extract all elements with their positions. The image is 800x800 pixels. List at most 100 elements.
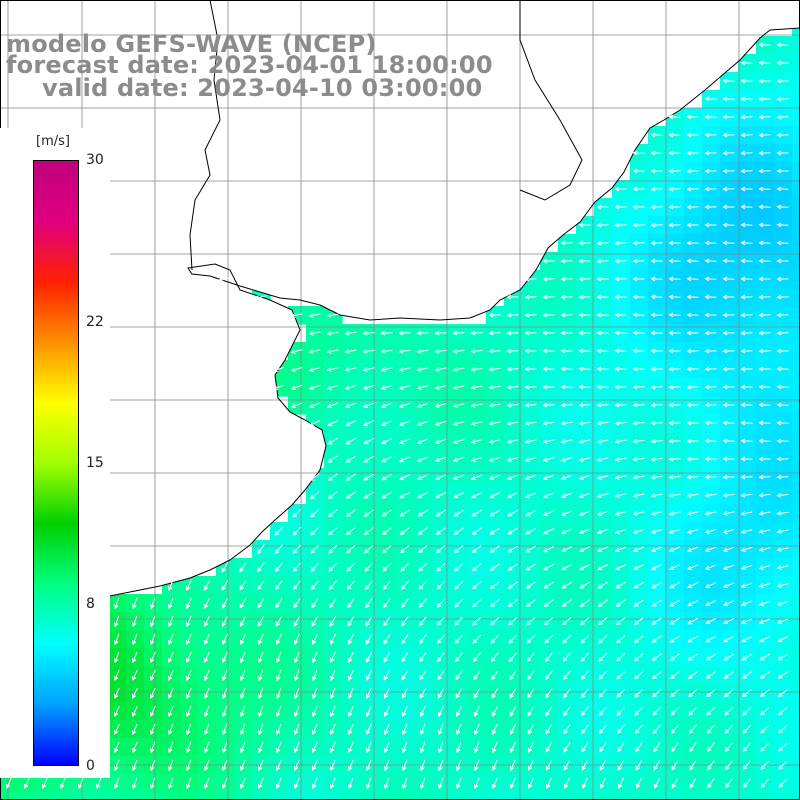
wind-speed-cell bbox=[792, 468, 800, 487]
wind-arrow bbox=[345, 491, 356, 499]
wind-arrow bbox=[722, 564, 735, 570]
wind-speed-cell bbox=[594, 792, 613, 800]
wind-speed-cell bbox=[792, 162, 800, 181]
wind-arrow bbox=[722, 582, 735, 588]
wind-speed-cell bbox=[234, 792, 253, 800]
wind-arrow bbox=[760, 689, 770, 698]
wind-speed-cell bbox=[792, 558, 800, 577]
wind-arrow bbox=[168, 741, 174, 754]
wind-arrow bbox=[580, 634, 590, 644]
wind-arrow bbox=[542, 276, 555, 282]
wind-arrow bbox=[293, 633, 300, 645]
wind-arrow bbox=[724, 760, 733, 771]
wind-arrow bbox=[401, 687, 409, 699]
wind-arrow bbox=[776, 583, 789, 588]
wind-arrow bbox=[704, 240, 717, 246]
wind-arrow bbox=[381, 527, 392, 535]
wind-speed-cell bbox=[792, 630, 800, 649]
wind-arrow bbox=[506, 456, 519, 462]
wind-arrow bbox=[704, 96, 717, 102]
wind-arrow bbox=[650, 348, 663, 354]
wind-arrow bbox=[759, 671, 770, 679]
wind-arrow bbox=[776, 492, 789, 498]
wind-arrow bbox=[272, 384, 285, 390]
wind-arrow bbox=[740, 276, 753, 282]
wind-arrow bbox=[474, 777, 480, 790]
wind-arrow bbox=[509, 688, 517, 699]
wind-arrow bbox=[706, 706, 716, 716]
wind-arrow bbox=[132, 651, 138, 664]
wind-arrow bbox=[758, 204, 771, 210]
wind-speed-cell bbox=[126, 792, 145, 800]
wind-arrow bbox=[204, 687, 210, 700]
wind-arrow bbox=[489, 492, 501, 499]
wind-arrow bbox=[417, 509, 428, 517]
wind-arrow bbox=[311, 741, 318, 753]
wind-arrow bbox=[598, 724, 607, 735]
wind-arrow bbox=[398, 420, 411, 426]
wind-arrow bbox=[632, 222, 645, 228]
wind-arrow bbox=[725, 778, 733, 789]
wind-arrow bbox=[704, 564, 717, 570]
wind-arrow bbox=[596, 402, 609, 408]
wind-arrow bbox=[542, 312, 555, 318]
wind-arrow bbox=[527, 777, 534, 789]
wind-arrow bbox=[668, 493, 681, 498]
wind-arrow bbox=[704, 276, 717, 282]
wind-arrow bbox=[525, 509, 537, 517]
wind-arrow bbox=[668, 366, 681, 372]
wind-arrow bbox=[524, 439, 537, 444]
wind-arrow bbox=[290, 402, 303, 408]
wind-speed-cell bbox=[648, 792, 667, 800]
wind-arrow bbox=[524, 348, 537, 354]
wind-arrow bbox=[327, 491, 338, 500]
wind-arrow bbox=[381, 420, 393, 427]
wind-arrow bbox=[689, 760, 697, 771]
wind-arrow bbox=[326, 384, 339, 390]
wind-arrow bbox=[758, 511, 771, 516]
wind-arrow bbox=[599, 742, 607, 753]
wind-arrow bbox=[686, 240, 699, 246]
wind-arrow bbox=[222, 741, 228, 754]
wind-arrow bbox=[596, 510, 609, 516]
wind-arrow bbox=[399, 456, 411, 463]
wind-arrow bbox=[347, 705, 354, 717]
wind-arrow bbox=[186, 759, 192, 772]
wind-arrow bbox=[239, 777, 246, 789]
wind-arrow bbox=[345, 527, 356, 536]
wind-arrow bbox=[488, 384, 501, 390]
wind-arrow bbox=[740, 438, 753, 444]
wind-arrow bbox=[776, 60, 789, 66]
wind-arrow bbox=[488, 366, 501, 372]
wind-arrow bbox=[363, 437, 375, 445]
wind-arrow bbox=[453, 509, 464, 517]
wind-arrow bbox=[347, 633, 355, 645]
wind-arrow bbox=[274, 526, 283, 536]
wind-arrow bbox=[380, 367, 393, 372]
wind-arrow bbox=[614, 330, 627, 336]
wind-speed-cell bbox=[252, 792, 271, 800]
wind-speed-cell bbox=[18, 792, 37, 800]
wind-arrow bbox=[578, 240, 591, 246]
wind-arrow bbox=[776, 312, 789, 318]
wind-arrow bbox=[113, 687, 120, 699]
wind-arrow bbox=[276, 687, 282, 700]
wind-arrow bbox=[668, 312, 681, 318]
wind-arrow bbox=[650, 330, 663, 336]
wind-arrow bbox=[650, 258, 663, 264]
wind-arrow bbox=[348, 759, 354, 772]
wind-arrow bbox=[724, 706, 734, 716]
wind-arrow bbox=[524, 330, 537, 336]
wind-arrow bbox=[524, 456, 537, 462]
wind-arrow bbox=[686, 438, 699, 444]
wind-arrow bbox=[776, 529, 789, 534]
wind-arrow bbox=[687, 599, 699, 607]
wind-arrow bbox=[398, 367, 411, 372]
wind-arrow bbox=[311, 615, 319, 627]
wind-arrow bbox=[635, 742, 643, 753]
wind-arrow bbox=[185, 669, 192, 681]
wind-arrow bbox=[758, 547, 771, 552]
wind-arrow bbox=[704, 528, 717, 534]
wind-arrow bbox=[456, 759, 462, 772]
wind-arrow bbox=[488, 348, 501, 354]
